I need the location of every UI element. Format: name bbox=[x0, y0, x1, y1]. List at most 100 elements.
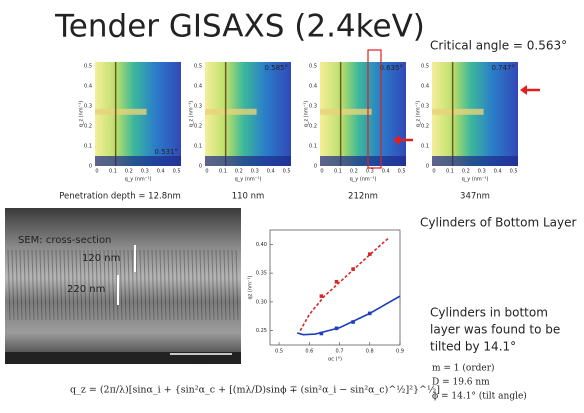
x-tick-label: 0.4 bbox=[382, 169, 390, 175]
sem-layer: 220 nm bbox=[67, 284, 105, 295]
sem-layer: 120 nm bbox=[82, 253, 120, 264]
data-point bbox=[320, 294, 324, 298]
panel-angle: 0.635° bbox=[379, 64, 403, 72]
x-tick-label: 0.1 bbox=[334, 169, 342, 175]
x-tick-label: 0.1 bbox=[109, 169, 117, 175]
data-point bbox=[368, 252, 372, 256]
section-title: Cylinders of Bottom Layer bbox=[420, 216, 576, 230]
y-tick-label: 0.1 bbox=[309, 144, 317, 150]
y-tick-label: 0.2 bbox=[421, 124, 429, 130]
y-tick-label: 0.5 bbox=[309, 64, 317, 70]
y-tick-label: 0 bbox=[199, 164, 202, 170]
x-tick-label: 0.5 bbox=[398, 169, 406, 175]
x-tick-label: 0 bbox=[432, 169, 435, 175]
sem-image bbox=[5, 208, 241, 364]
x-tick-label: 0.6 bbox=[305, 349, 313, 355]
x-tick-label: 0.2 bbox=[125, 169, 133, 175]
specular-band bbox=[432, 109, 484, 115]
y-axis-label: q_z (nm⁻¹) bbox=[416, 101, 422, 128]
y-tick-label: 0.3 bbox=[84, 104, 92, 110]
conclusion-line: tilted by 14.1° bbox=[430, 340, 516, 354]
x-tick-label: 0.5 bbox=[283, 169, 291, 175]
param: m = 1 (order) bbox=[432, 363, 495, 374]
horizon bbox=[205, 156, 291, 166]
y-axis-label: q_z (nm⁻¹) bbox=[189, 101, 195, 128]
y-tick-label: 0.3 bbox=[194, 104, 202, 110]
data-point bbox=[335, 280, 339, 284]
x-tick-label: 0.5 bbox=[173, 169, 181, 175]
param: D = 19.6 nm bbox=[432, 378, 490, 388]
y-tick-label: 0.1 bbox=[84, 144, 92, 150]
panel-angle: 0.747° bbox=[491, 64, 515, 72]
panel-angle: 0.585° bbox=[264, 64, 288, 72]
x-tick-label: 0.9 bbox=[396, 349, 404, 355]
y-tick-label: 0.35 bbox=[256, 271, 267, 277]
x-tick-label: 0.4 bbox=[494, 169, 502, 175]
equation: q_z = (2π/λ)[sinα_i + {sin²α_c + [(mλ/D)… bbox=[70, 385, 440, 396]
data-point bbox=[368, 312, 372, 316]
x-tick-label: 0.7 bbox=[336, 349, 344, 355]
specular-band bbox=[95, 109, 147, 115]
depth-label: 347nm bbox=[460, 192, 490, 202]
sem-info: SU8020 2.5kV 2.3mm x150k HA100(TU) bbox=[8, 356, 119, 362]
x-tick-label: 0 bbox=[95, 169, 98, 175]
horizon bbox=[320, 156, 406, 166]
x-tick-label: 0.5 bbox=[510, 169, 518, 175]
param: ϕ = 14.1° (tilt angle) bbox=[432, 391, 527, 402]
critical-angle: Critical angle = 0.563° bbox=[430, 39, 567, 53]
data-point bbox=[351, 267, 355, 271]
panel-angle: 0.531° bbox=[154, 148, 178, 156]
x-tick-label: 0.4 bbox=[157, 169, 165, 175]
y-tick-label: 0.4 bbox=[309, 84, 317, 90]
x-tick-label: 0.1 bbox=[219, 169, 227, 175]
y-tick-label: 0 bbox=[314, 164, 317, 170]
y-tick-label: 0.4 bbox=[194, 84, 202, 90]
depth-label: 212nm bbox=[348, 192, 378, 202]
data-point bbox=[351, 320, 355, 324]
x-axis-label: αc (°) bbox=[328, 357, 342, 363]
y-tick-label: 0.2 bbox=[309, 124, 317, 130]
y-tick-label: 0 bbox=[89, 164, 92, 170]
y-tick-label: 0 bbox=[426, 164, 429, 170]
y-axis-label: qz (nm⁻¹) bbox=[248, 275, 254, 299]
depth-label: 110 nm bbox=[232, 192, 265, 202]
x-axis-label: q_y (nm⁻¹) bbox=[462, 177, 489, 183]
sem-label: SEM: cross-section bbox=[18, 235, 111, 246]
y-tick-label: 0.4 bbox=[421, 84, 429, 90]
x-tick-label: 0.2 bbox=[462, 169, 470, 175]
y-tick-label: 0.30 bbox=[256, 299, 267, 305]
y-axis-label: q_z (nm⁻¹) bbox=[79, 101, 85, 128]
slide: Tender GISAXS (2.4keV) Critical angle = … bbox=[0, 0, 584, 413]
x-axis-label: q_y (nm⁻¹) bbox=[125, 177, 152, 183]
depth-label: Penetration depth = 12.8nm bbox=[59, 192, 181, 202]
horizon bbox=[432, 156, 518, 166]
data-point bbox=[320, 332, 324, 336]
horizon bbox=[95, 156, 181, 166]
x-tick-label: 0 bbox=[205, 169, 208, 175]
y-tick-label: 0.1 bbox=[421, 144, 429, 150]
x-tick-label: 0.3 bbox=[366, 169, 374, 175]
x-tick-label: 0.1 bbox=[446, 169, 454, 175]
x-tick-label: 0 bbox=[320, 169, 323, 175]
y-tick-label: 0.5 bbox=[194, 64, 202, 70]
x-tick-label: 0.5 bbox=[275, 349, 283, 355]
y-axis-label: q_z (nm⁻¹) bbox=[304, 101, 310, 128]
theory-curve bbox=[297, 296, 400, 335]
conclusion-line: layer was found to be bbox=[430, 323, 560, 337]
y-tick-label: 0.5 bbox=[421, 64, 429, 70]
red-arrowhead bbox=[520, 85, 527, 95]
x-tick-label: 0.8 bbox=[366, 349, 374, 355]
y-tick-label: 0.2 bbox=[84, 124, 92, 130]
x-axis-label: q_y (nm⁻¹) bbox=[350, 177, 377, 183]
y-tick-label: 0.1 bbox=[194, 144, 202, 150]
x-tick-label: 0.3 bbox=[251, 169, 259, 175]
y-tick-label: 0.40 bbox=[256, 242, 267, 248]
y-tick-label: 0.5 bbox=[84, 64, 92, 70]
page: {"title": "Tender GISAXS (2.4keV)", "cri… bbox=[0, 0, 584, 413]
y-tick-label: 0.2 bbox=[194, 124, 202, 130]
data-point bbox=[335, 327, 339, 331]
y-tick-label: 0.3 bbox=[309, 104, 317, 110]
x-tick-label: 0.4 bbox=[267, 169, 275, 175]
x-tick-label: 0.3 bbox=[141, 169, 149, 175]
